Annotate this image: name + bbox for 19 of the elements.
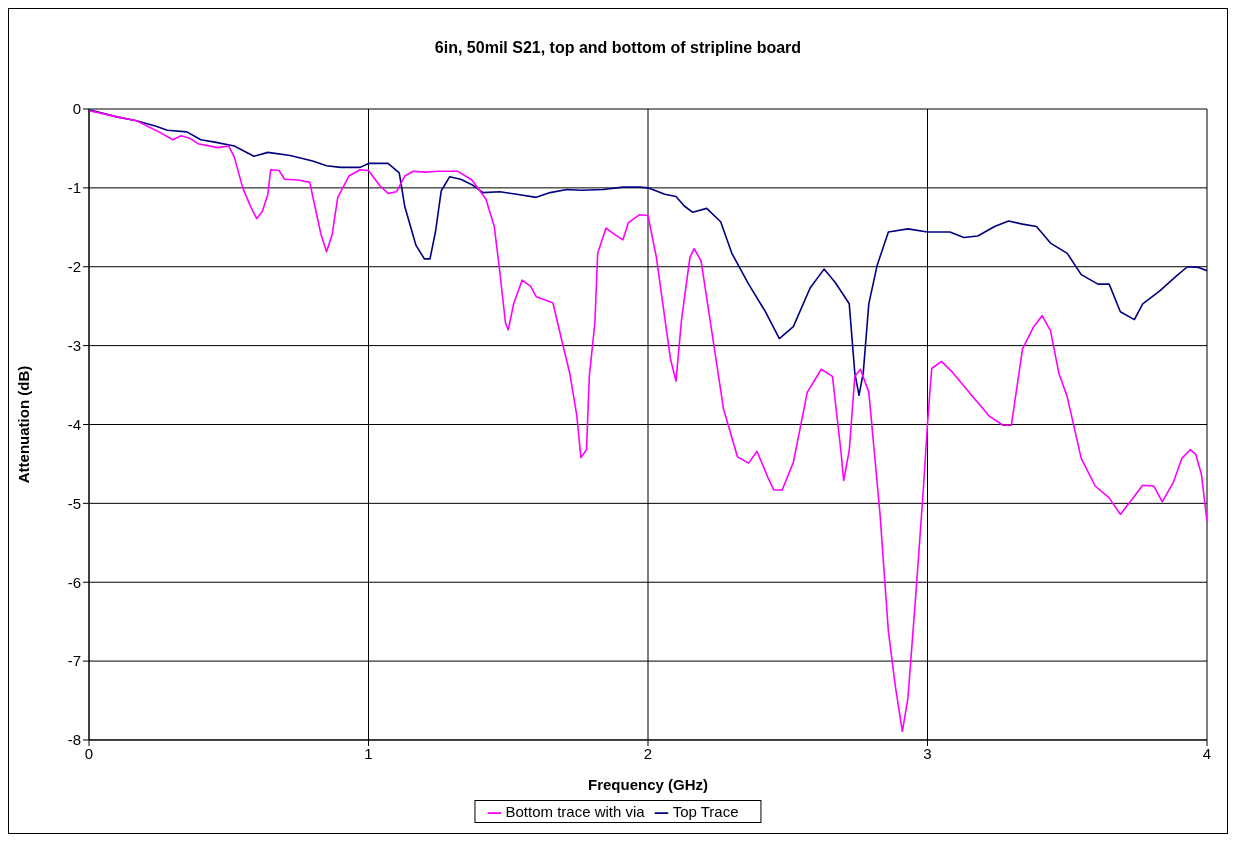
y-tick-label: -3 [67, 336, 81, 354]
x-tick-label: 0 [84, 744, 94, 762]
y-tick-label: -2 [67, 258, 81, 276]
x-tick-label: 1 [364, 744, 373, 762]
y-tick-label: -8 [67, 731, 81, 749]
y-tick-label: 0 [72, 100, 81, 118]
x-tick-label: 3 [923, 744, 932, 762]
chart-title: 6in, 50mil S21, top and bottom of stripline board [433, 39, 803, 57]
legend-label: Top Trace [672, 802, 739, 820]
y-axis-title: Attenuation (dB) [15, 365, 33, 484]
y-tick-label: -1 [67, 179, 81, 197]
y-tick-label: -4 [67, 415, 81, 433]
x-axis-title: Frequency (GHz) [587, 775, 709, 793]
y-tick-label: -5 [67, 494, 81, 512]
y-tick-label: -6 [67, 573, 81, 591]
legend-label: Bottom trace with via [505, 802, 645, 820]
x-tick-label: 4 [1202, 744, 1212, 762]
x-tick-label: 2 [643, 744, 653, 762]
y-tick-label: -7 [67, 652, 81, 670]
